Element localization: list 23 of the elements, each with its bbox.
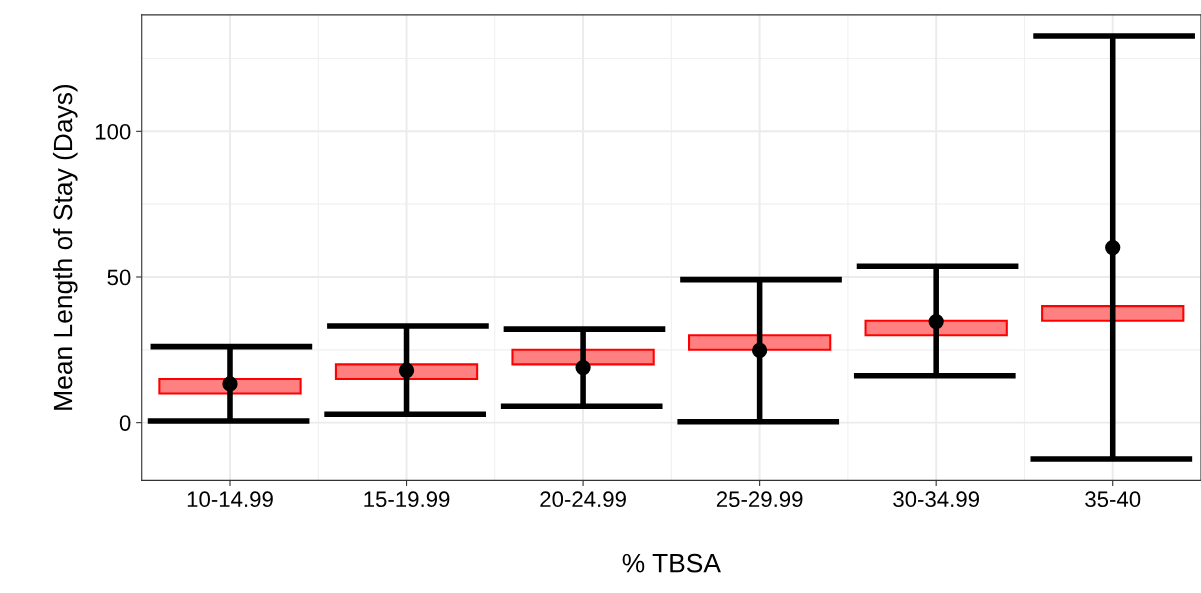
x-axis-title: % TBSA xyxy=(622,553,721,573)
y-axis-title: Mean Length of Stay (Days) xyxy=(52,84,78,410)
y-tick-label: 50 xyxy=(107,269,131,286)
y-tick-label: 100 xyxy=(95,123,131,140)
bar xyxy=(158,377,302,395)
x-tick-label: 25-29.99 xyxy=(716,491,803,508)
bar xyxy=(511,348,655,366)
y-tick-label: 0 xyxy=(119,415,131,431)
point xyxy=(222,376,238,392)
point xyxy=(751,342,768,359)
x-tick-label: 15-19.99 xyxy=(364,491,450,508)
point xyxy=(928,313,944,330)
x-tick-label: 30-34.99 xyxy=(893,491,979,508)
point xyxy=(1105,239,1121,256)
bar xyxy=(334,363,479,380)
point xyxy=(398,362,415,379)
x-tick-label: 20-24.99 xyxy=(540,491,626,508)
x-tick-label: 35-40 xyxy=(1085,491,1141,508)
x-tick-label: 10-14.99 xyxy=(187,491,273,508)
bar xyxy=(1041,305,1185,322)
bar xyxy=(864,319,1008,337)
point xyxy=(575,359,591,376)
bar xyxy=(687,334,832,351)
